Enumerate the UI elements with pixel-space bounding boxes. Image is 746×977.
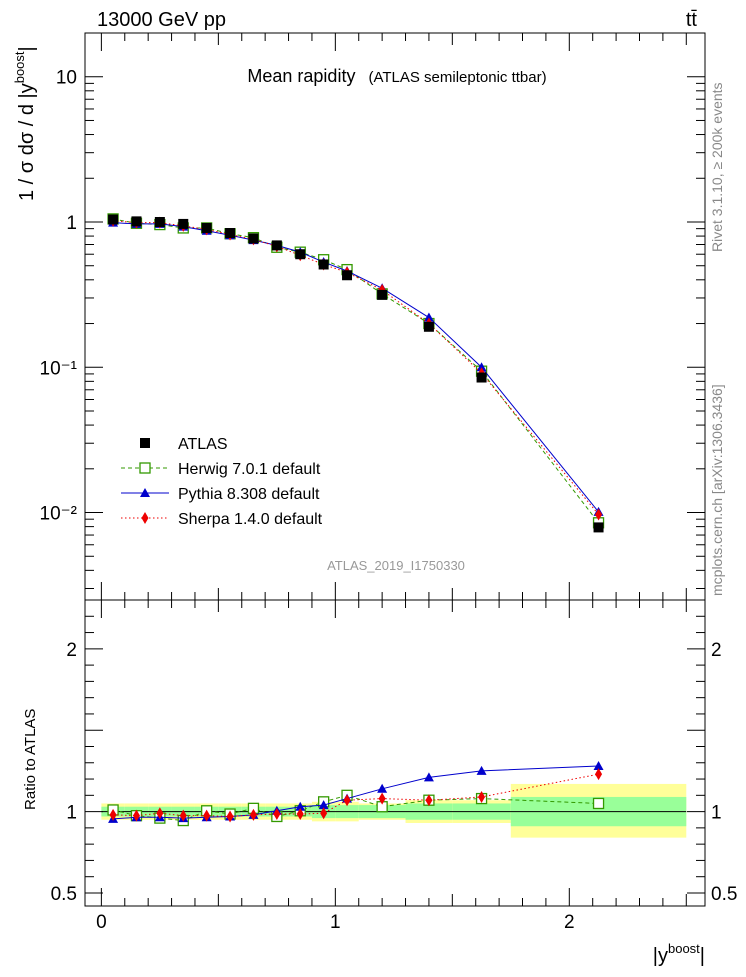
main-point-data <box>318 259 329 270</box>
ratio-point-sherpa <box>296 808 304 821</box>
ratio-point-sherpa <box>425 794 433 807</box>
ratio-point-sherpa <box>273 808 281 821</box>
ratio-point-pythia <box>476 765 487 775</box>
ratio-point-sherpa <box>156 807 164 820</box>
legend-label-pythia: Pythia 8.308 default <box>178 486 320 503</box>
ratio-point-sherpa <box>109 808 117 821</box>
energy-label: 13000 GeV pp <box>97 9 226 31</box>
ratio-point-pythia <box>318 800 329 810</box>
legend-label-data: ATLAS <box>178 436 228 453</box>
main-point-data <box>248 233 259 244</box>
main-point-data <box>225 227 236 238</box>
ratio-y-tick-label-right: 0.5 <box>711 884 737 905</box>
legend-marker-data <box>140 438 150 448</box>
x-tick-label: 1 <box>330 912 341 933</box>
side-label-top: Rivet 3.1.10, ≥ 200k events <box>709 82 725 252</box>
ratio-point-sherpa <box>203 809 211 822</box>
legend-marker-herwig <box>139 462 151 474</box>
chart-title-sub: (ATLAS semileptonic ttbar) <box>368 69 546 86</box>
legend-marker-sherpa <box>141 512 149 524</box>
main-axis-ticks: 10 1 10⁻¹ 10⁻² <box>40 32 705 589</box>
ratio-point-sherpa <box>132 809 140 822</box>
legend-marker-pythia <box>140 488 150 497</box>
main-point-data <box>178 218 189 229</box>
chart-title-main: Mean rapidity <box>247 66 355 86</box>
x-tick-label: 2 <box>564 912 575 933</box>
ratio-y-tick-label-right: 1 <box>711 803 722 824</box>
ratio-y-tick-label: 1 <box>66 803 77 824</box>
main-point-data <box>271 240 282 251</box>
ratio-point-herwig <box>592 797 605 810</box>
main-point-data <box>342 270 353 281</box>
ratio-point-sherpa <box>249 808 257 821</box>
ratio-point-pythia <box>377 783 388 793</box>
side-label-bottom: mcplots.cern.ch [arXiv:1306.3436] <box>709 384 725 596</box>
ratio-y-tick-label-right: 2 <box>711 640 722 661</box>
ratio-point-sherpa <box>179 809 187 822</box>
y-tick-label: 1 <box>66 213 77 234</box>
main-point-pythia <box>476 362 487 372</box>
process-label: tt̄ <box>686 9 698 31</box>
main-point-data <box>593 522 604 533</box>
main-series-layer <box>107 213 605 533</box>
main-point-data <box>295 249 306 260</box>
ratio-y-tick-label: 0.5 <box>51 884 77 905</box>
main-point-sherpa <box>595 508 603 521</box>
main-point-pythia <box>423 312 434 322</box>
ratio-series-layer <box>107 761 605 827</box>
main-point-data <box>131 216 142 227</box>
ratio-y-axis-label: Ratio to ATLAS <box>22 709 39 810</box>
ratio-point-pythia <box>295 801 306 811</box>
chart-title: Mean rapidity (ATLAS semileptonic ttbar) <box>247 66 546 86</box>
legend-label-sherpa: Sherpa 1.4.0 default <box>178 511 323 528</box>
ratio-point-sherpa <box>595 768 603 781</box>
main-point-data <box>423 321 434 332</box>
ratio-point-sherpa <box>378 792 386 805</box>
main-point-data <box>377 289 388 300</box>
main-point-data <box>108 214 119 225</box>
x-tick-label: 0 <box>96 912 107 933</box>
ratio-point-pythia <box>423 772 434 782</box>
analysis-id: ATLAS_2019_I1750330 <box>327 558 465 573</box>
ratio-point-sherpa <box>343 794 351 807</box>
legend-label-herwig: Herwig 7.0.1 default <box>178 461 321 478</box>
legend: ATLAS Herwig 7.0.1 default Pythia 8.308 de… <box>121 436 323 528</box>
y-tick-label: 10 <box>56 68 77 89</box>
ratio-plot-frame <box>84 599 706 907</box>
y-tick-label: 10⁻² <box>40 504 78 525</box>
ratio-y-tick-label: 2 <box>66 640 77 661</box>
main-point-data <box>476 372 487 383</box>
x-axis-ticks: 0 1 2 <box>96 33 687 933</box>
ratio-point-sherpa <box>226 810 234 823</box>
y-tick-label: 10⁻¹ <box>40 358 78 379</box>
ratio-point-pythia <box>593 761 604 771</box>
main-point-data <box>201 222 212 233</box>
ratio-point-sherpa <box>320 807 328 820</box>
ratio-point-sherpa <box>478 790 486 803</box>
main-point-data <box>154 217 165 227</box>
ratio-axis-ticks: 2 2 1 1 0.5 0.5 <box>51 599 737 905</box>
